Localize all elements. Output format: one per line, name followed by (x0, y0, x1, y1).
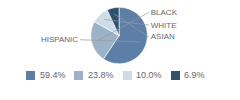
html-text:10.0%: 10.0% (136, 70, 162, 80)
svg-text:BLACK: BLACK (151, 8, 178, 17)
svg-text:WHITE: WHITE (151, 21, 177, 30)
html-text:59.4%: 59.4% (39, 70, 66, 80)
svg-text:ASIAN: ASIAN (151, 32, 175, 41)
svg-text:HISPANIC: HISPANIC (41, 35, 78, 44)
html-text:6.9%: 6.9% (184, 70, 205, 80)
html-text:23.8%: 23.8% (88, 70, 114, 80)
